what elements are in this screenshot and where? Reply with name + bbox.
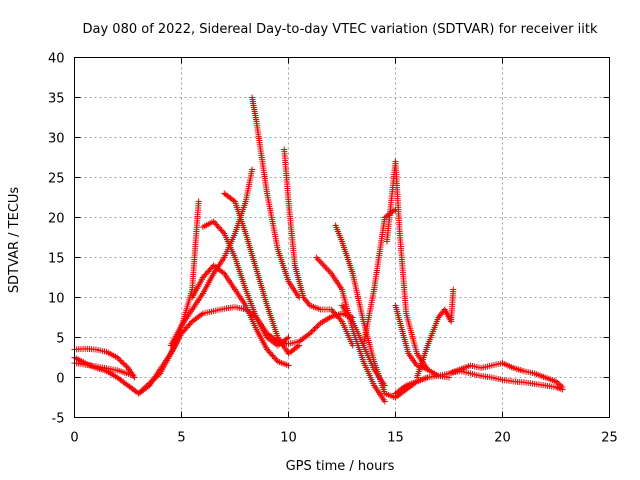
- y-tick-label: 20: [48, 212, 65, 227]
- x-tick-label: 5: [177, 431, 185, 446]
- x-tick-label: 0: [70, 431, 78, 446]
- series-markers: [446, 368, 566, 393]
- y-tick-label: 0: [56, 372, 64, 387]
- y-tick-label: 40: [48, 52, 65, 67]
- series-track-10: [281, 146, 356, 349]
- y-tick-label: 35: [48, 92, 65, 107]
- series-track-8: [221, 190, 303, 357]
- series-track-19: [446, 368, 566, 393]
- series-track-7: [189, 262, 292, 369]
- series-markers: [199, 218, 292, 349]
- x-tick-label: 10: [280, 431, 297, 446]
- series-markers: [221, 190, 303, 357]
- series-line: [191, 264, 289, 366]
- series-track-6: [199, 218, 292, 349]
- series-track-17: [413, 286, 457, 381]
- series-track-4: [135, 198, 202, 397]
- series-markers: [383, 158, 452, 381]
- tick-layer: 0 5 10 15 20 25 -5 0 5 10 15 20 25 30 35 40: [48, 52, 618, 446]
- y-tick-label: 5: [56, 332, 64, 347]
- y-tick-label: 10: [48, 292, 65, 307]
- series-track-5: [167, 166, 256, 349]
- x-tick-label: 25: [601, 431, 618, 446]
- series-track-1: [71, 304, 356, 397]
- y-tick-label: 30: [48, 132, 65, 147]
- y-axis-label: SDTVAR / TECUs: [7, 187, 22, 294]
- series-markers: [189, 262, 292, 369]
- y-tick-label: 25: [48, 172, 65, 187]
- series-markers: [281, 146, 356, 349]
- y-tick-label: -5: [52, 412, 65, 427]
- series-markers: [135, 198, 202, 397]
- series-line: [362, 209, 396, 346]
- series-markers: [413, 286, 457, 381]
- series-line: [74, 306, 353, 395]
- series-markers: [360, 206, 399, 349]
- y-tick-label: 15: [48, 252, 65, 267]
- series-layer: [71, 94, 566, 405]
- series-markers: [167, 166, 256, 349]
- x-tick-label: 15: [387, 431, 404, 446]
- grid-layer: [74, 57, 610, 418]
- plot-frame: [74, 57, 610, 418]
- series-markers: [249, 94, 303, 301]
- x-axis-label: GPS time / hours: [286, 459, 395, 474]
- series-track-9: [249, 94, 303, 301]
- x-tick-label: 20: [494, 431, 511, 446]
- chart-title: Day 080 of 2022, Sidereal Day-to-day VTE…: [83, 22, 598, 37]
- series-track-15: [383, 158, 452, 381]
- series-markers: [71, 304, 356, 397]
